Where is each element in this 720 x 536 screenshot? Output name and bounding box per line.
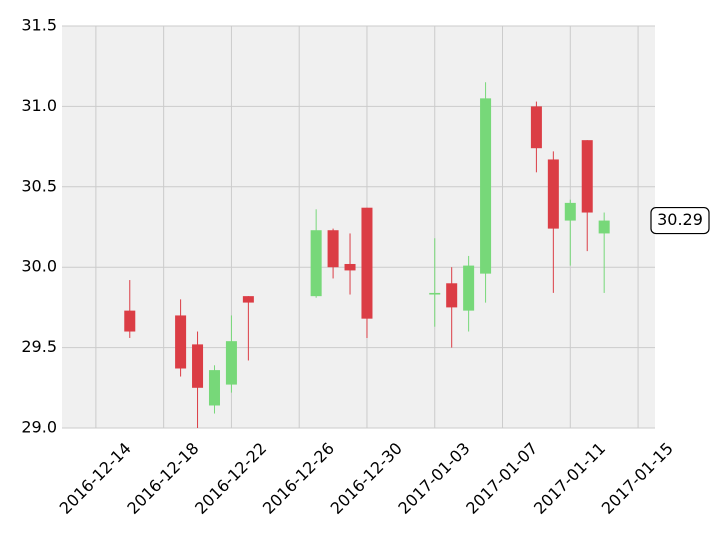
price-label: 30.29	[657, 210, 703, 229]
candle-body	[480, 98, 492, 274]
candle-body	[175, 315, 187, 369]
x-tick-label: 2016-12-30	[327, 439, 406, 518]
x-tick-label: 2016-12-14	[56, 439, 135, 518]
candle-body	[598, 220, 610, 234]
y-tick-label: 31.0	[21, 96, 57, 115]
candle-body	[361, 207, 373, 319]
x-tick-label: 2016-12-18	[123, 439, 202, 518]
price-label-box	[650, 206, 710, 235]
x-tick-label: 2017-01-11	[530, 439, 609, 518]
candle-body	[429, 292, 441, 295]
candle-body	[581, 140, 593, 213]
candle-body	[192, 344, 204, 388]
candle-body	[310, 230, 322, 297]
y-tick-label: 30.0	[21, 257, 57, 276]
x-tick-label: 2017-01-07	[462, 439, 541, 518]
candle-body	[242, 296, 254, 303]
y-tick-label: 29.0	[21, 418, 57, 437]
candle-body	[208, 370, 220, 406]
y-tick-label: 31.5	[21, 16, 57, 35]
x-tick-label: 2016-12-26	[259, 439, 338, 518]
y-tick-label: 30.5	[21, 176, 57, 195]
candle-body	[344, 263, 356, 271]
x-tick-label: 2016-12-22	[191, 439, 270, 518]
y-tick-label: 29.5	[21, 337, 57, 356]
candle-body	[225, 341, 237, 385]
candle-body	[327, 230, 339, 268]
candle-body	[446, 283, 458, 308]
candle-body	[564, 202, 576, 221]
candle-body	[547, 159, 559, 229]
x-tick-label: 2017-01-03	[394, 439, 473, 518]
x-tick-label: 2017-01-15	[598, 439, 677, 518]
candle-body	[124, 310, 136, 332]
candle-body	[463, 265, 475, 311]
plot-area	[62, 26, 655, 428]
candle-body	[530, 106, 542, 149]
